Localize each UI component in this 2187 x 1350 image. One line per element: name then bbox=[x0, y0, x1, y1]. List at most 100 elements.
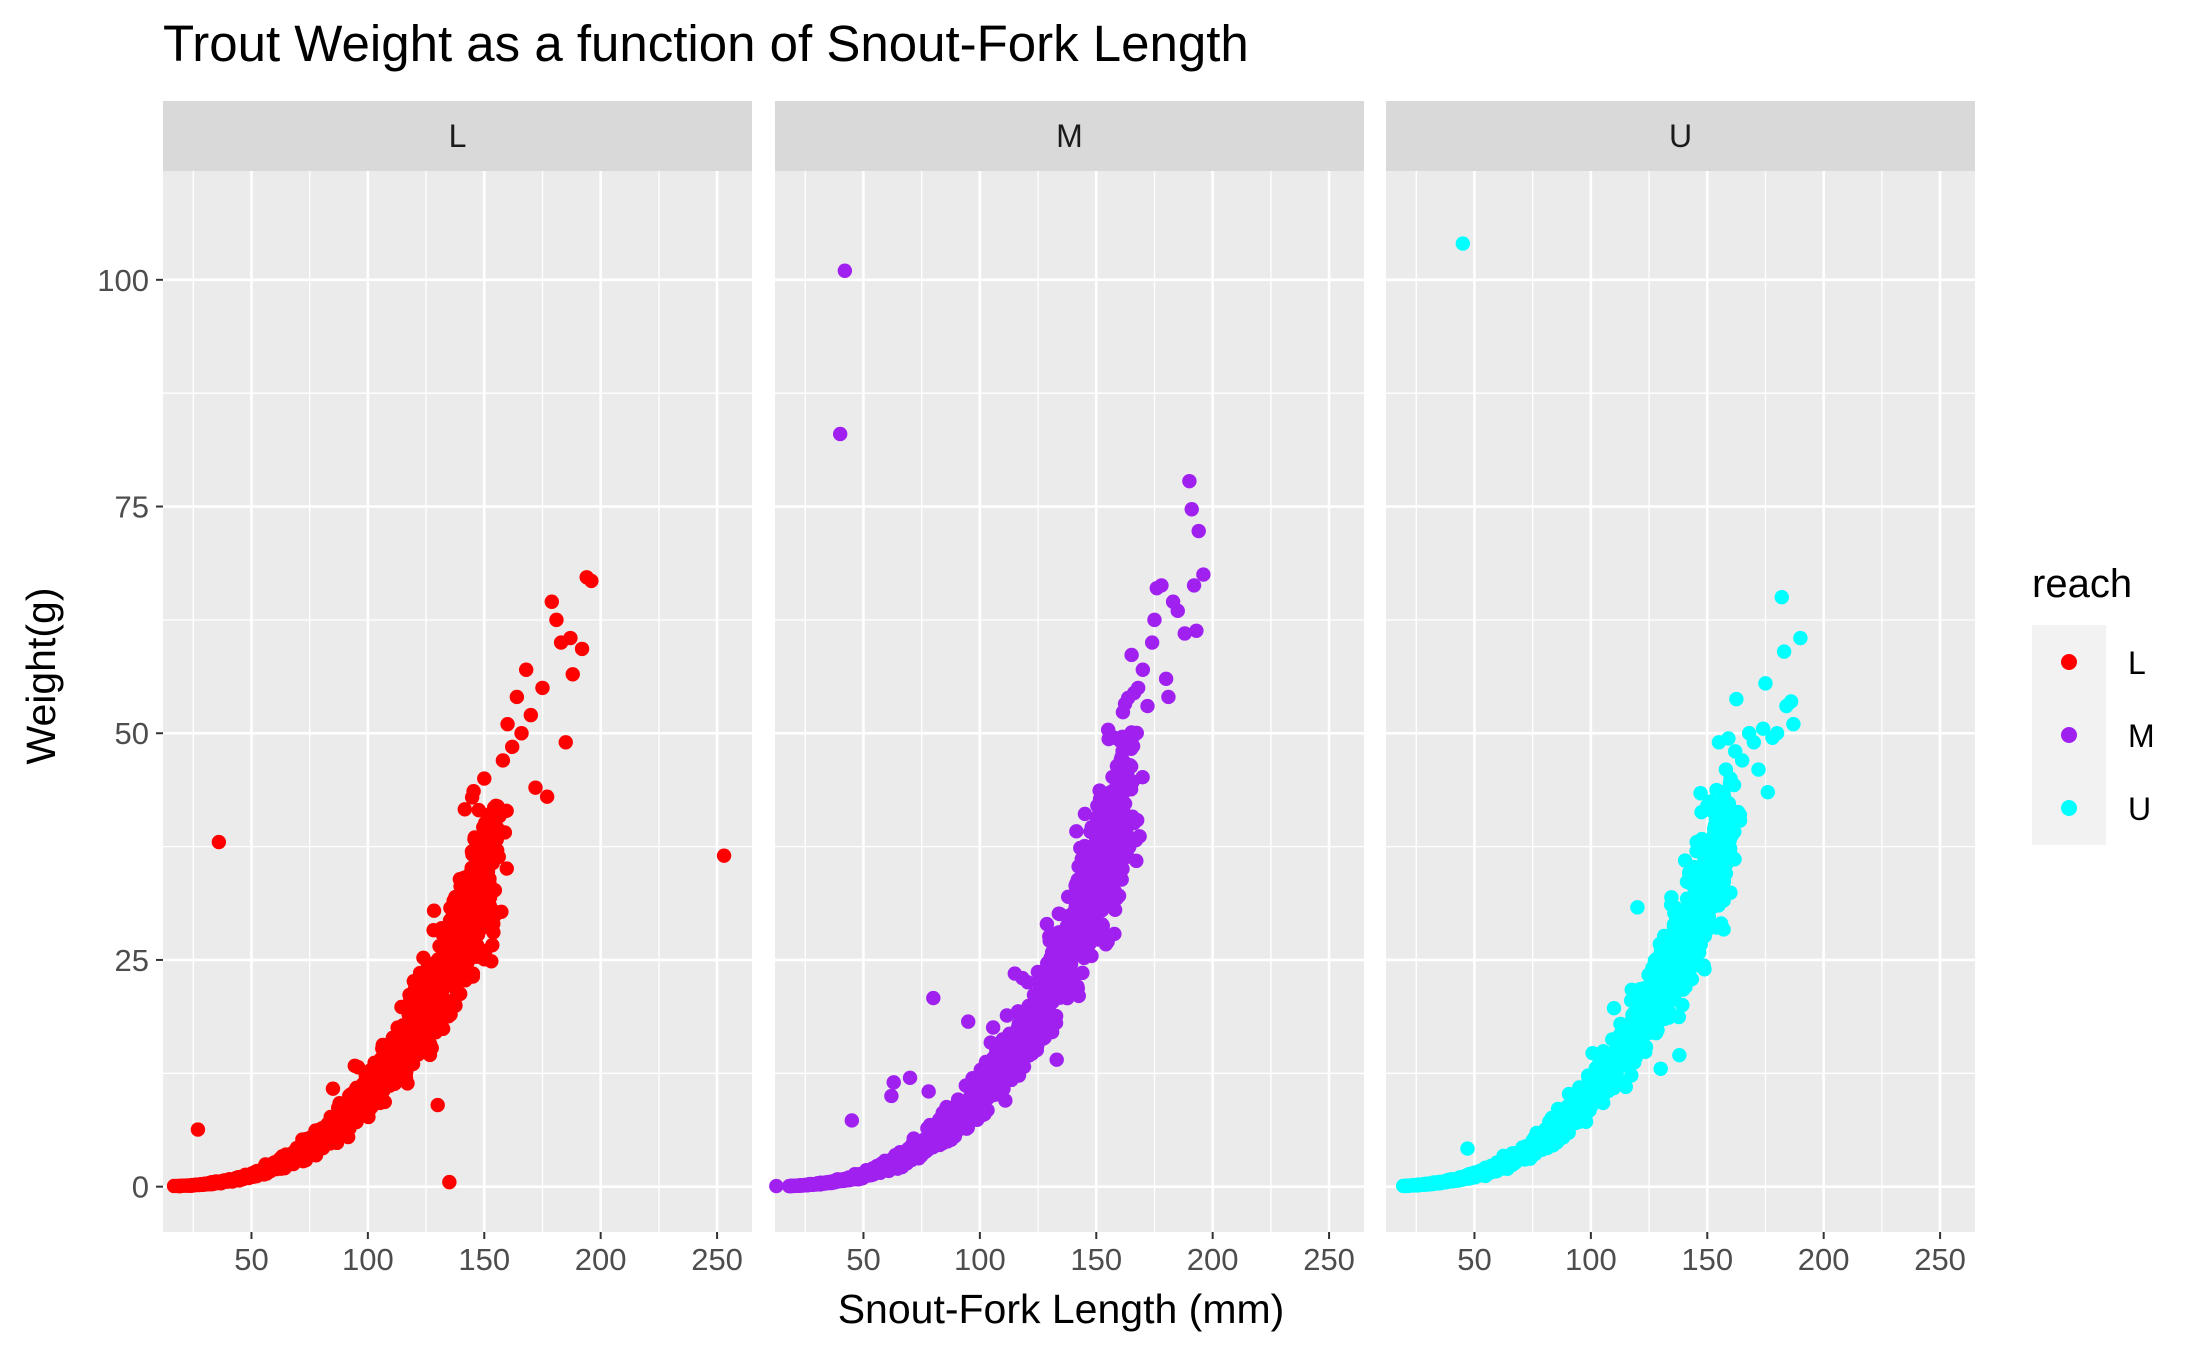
data-point bbox=[1485, 1160, 1501, 1175]
data-point bbox=[969, 1112, 985, 1128]
panel-background bbox=[775, 171, 1364, 1232]
data-point bbox=[1080, 883, 1095, 899]
data-point bbox=[249, 1164, 265, 1180]
data-points-l bbox=[166, 570, 732, 1194]
data-point bbox=[1653, 1061, 1668, 1076]
data-point bbox=[1084, 948, 1099, 964]
data-point bbox=[544, 594, 559, 609]
data-point bbox=[584, 573, 599, 589]
data-point bbox=[1057, 940, 1072, 955]
legend-label-m: M bbox=[2128, 718, 2155, 754]
data-point bbox=[166, 1178, 182, 1194]
data-point bbox=[1158, 671, 1174, 687]
data-point bbox=[1100, 722, 1116, 738]
data-point bbox=[1069, 824, 1084, 839]
data-point bbox=[407, 982, 423, 997]
data-point bbox=[443, 997, 458, 1012]
data-point bbox=[456, 917, 471, 932]
data-point bbox=[1111, 798, 1126, 813]
data-point bbox=[937, 1120, 953, 1135]
data-point bbox=[1663, 937, 1678, 953]
data-point bbox=[1074, 927, 1090, 943]
data-point bbox=[1793, 630, 1808, 646]
x-tick-label: 200 bbox=[1798, 1242, 1850, 1277]
y-tick-label: 50 bbox=[115, 716, 149, 751]
data-point bbox=[1758, 676, 1773, 691]
data-point bbox=[357, 1107, 372, 1122]
data-point bbox=[1140, 698, 1155, 714]
data-point bbox=[403, 1043, 419, 1058]
x-tick-label: 150 bbox=[1070, 1242, 1122, 1277]
data-point bbox=[443, 936, 458, 951]
data-point bbox=[1170, 603, 1185, 619]
data-point bbox=[539, 789, 555, 804]
data-point bbox=[464, 790, 480, 805]
data-point bbox=[523, 707, 539, 723]
data-point bbox=[1107, 926, 1122, 942]
data-point bbox=[1007, 966, 1022, 981]
data-point bbox=[1070, 872, 1085, 888]
data-point bbox=[1585, 1045, 1600, 1061]
data-point bbox=[1448, 1173, 1463, 1188]
data-point bbox=[961, 1014, 976, 1029]
data-point bbox=[802, 1177, 817, 1192]
data-point bbox=[470, 938, 485, 953]
facet-panel-l: L 50 100 150 200 250 0 25 50 75 100 bbox=[97, 101, 752, 1277]
data-point bbox=[1125, 774, 1140, 790]
facet-strip bbox=[775, 101, 1364, 171]
data-point bbox=[1102, 850, 1118, 865]
legend-key-l bbox=[2061, 654, 2077, 670]
data-point bbox=[815, 1176, 830, 1191]
data-point bbox=[921, 1084, 936, 1099]
data-point bbox=[1682, 922, 1697, 938]
panel-background bbox=[163, 171, 752, 1232]
data-point bbox=[438, 958, 454, 973]
data-point bbox=[449, 907, 464, 922]
data-point bbox=[1068, 900, 1084, 916]
x-tick-label: 200 bbox=[1187, 1242, 1239, 1277]
y-tick-label: 75 bbox=[115, 490, 149, 525]
x-tick-label: 250 bbox=[1914, 1242, 1966, 1277]
data-point bbox=[465, 843, 480, 859]
facets-layer: L 50 100 150 200 250 0 25 50 75 100 M 50 100 150 200 250… bbox=[97, 101, 1975, 1277]
data-point bbox=[1020, 975, 1035, 990]
data-point bbox=[1147, 612, 1162, 628]
data-point bbox=[1403, 1178, 1418, 1193]
data-point bbox=[999, 1008, 1015, 1023]
x-tick-label: 150 bbox=[458, 1242, 510, 1277]
data-point bbox=[1625, 1039, 1641, 1055]
data-point bbox=[1642, 1000, 1657, 1015]
data-point bbox=[1693, 786, 1708, 801]
data-point bbox=[958, 1078, 974, 1093]
data-point bbox=[461, 906, 477, 921]
data-point bbox=[1696, 958, 1711, 973]
data-point bbox=[455, 950, 470, 966]
data-point bbox=[1184, 502, 1199, 517]
facet-strip-label: L bbox=[449, 118, 467, 154]
data-point bbox=[1019, 1020, 1034, 1035]
data-point bbox=[558, 735, 573, 750]
x-tick-label: 100 bbox=[1565, 1242, 1617, 1277]
data-point bbox=[1682, 865, 1697, 880]
facet-panel-m: M 50 100 150 200 250 bbox=[769, 101, 1364, 1277]
data-point bbox=[1044, 1024, 1060, 1040]
data-point bbox=[499, 861, 514, 876]
data-point bbox=[535, 680, 550, 696]
data-point bbox=[1526, 1139, 1541, 1155]
data-point bbox=[1639, 1023, 1654, 1039]
data-point bbox=[1659, 984, 1674, 999]
data-point bbox=[424, 1040, 439, 1056]
data-point bbox=[1618, 1079, 1633, 1095]
data-point bbox=[350, 1094, 365, 1109]
data-point bbox=[1154, 578, 1169, 593]
legend-label-u: U bbox=[2128, 791, 2151, 827]
data-point bbox=[1049, 1052, 1064, 1067]
data-point bbox=[1161, 689, 1176, 705]
data-point bbox=[1776, 644, 1792, 659]
data-point bbox=[422, 965, 437, 981]
data-point bbox=[1714, 856, 1729, 871]
data-points-m bbox=[769, 263, 1211, 1194]
facet-strip-label: U bbox=[1669, 118, 1692, 154]
y-tick-label: 100 bbox=[97, 263, 149, 298]
